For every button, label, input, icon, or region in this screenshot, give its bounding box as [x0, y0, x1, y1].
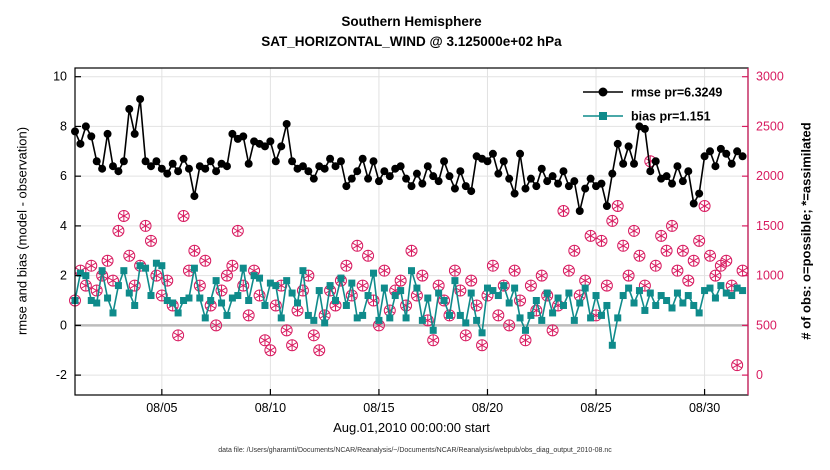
- chart-title: Southern Hemisphere: [341, 14, 482, 29]
- data-file-path: data file: /Users/gharamti/Documents/NCA…: [218, 447, 612, 454]
- svg-text:2: 2: [60, 269, 67, 283]
- x-axis-label: Aug.01,2010 00:00:00 start: [333, 420, 490, 435]
- svg-text:500: 500: [756, 318, 777, 332]
- svg-text:10: 10: [53, 70, 67, 84]
- svg-text:2000: 2000: [756, 169, 784, 183]
- y-axis-label-right: # of obs: o=possible; *=assimilated: [798, 122, 814, 340]
- svg-text:08/10: 08/10: [255, 401, 286, 415]
- svg-text:08/20: 08/20: [472, 401, 503, 415]
- svg-text:08/15: 08/15: [363, 401, 394, 415]
- svg-text:1000: 1000: [756, 269, 784, 283]
- legend-entry: rmse pr=6.3249: [631, 86, 722, 100]
- svg-text:6: 6: [60, 169, 67, 183]
- svg-text:08/25: 08/25: [580, 401, 611, 415]
- y-axis-label-left: rmse and bias (model - observation): [14, 126, 30, 336]
- svg-text:3000: 3000: [756, 70, 784, 84]
- svg-text:08/05: 08/05: [146, 401, 177, 415]
- legend-entry: bias pr=1.151: [631, 110, 711, 124]
- svg-text:4: 4: [60, 219, 67, 233]
- svg-text:2500: 2500: [756, 119, 784, 133]
- svg-text:8: 8: [60, 119, 67, 133]
- svg-text:08/30: 08/30: [689, 401, 720, 415]
- svg-text:0: 0: [60, 318, 67, 332]
- svg-text:-2: -2: [56, 368, 67, 382]
- chart-subtitle: SAT_HORIZONTAL_WIND @ 3.125000e+02 hPa: [261, 34, 562, 49]
- svg-text:1500: 1500: [756, 219, 784, 233]
- svg-text:0: 0: [756, 368, 763, 382]
